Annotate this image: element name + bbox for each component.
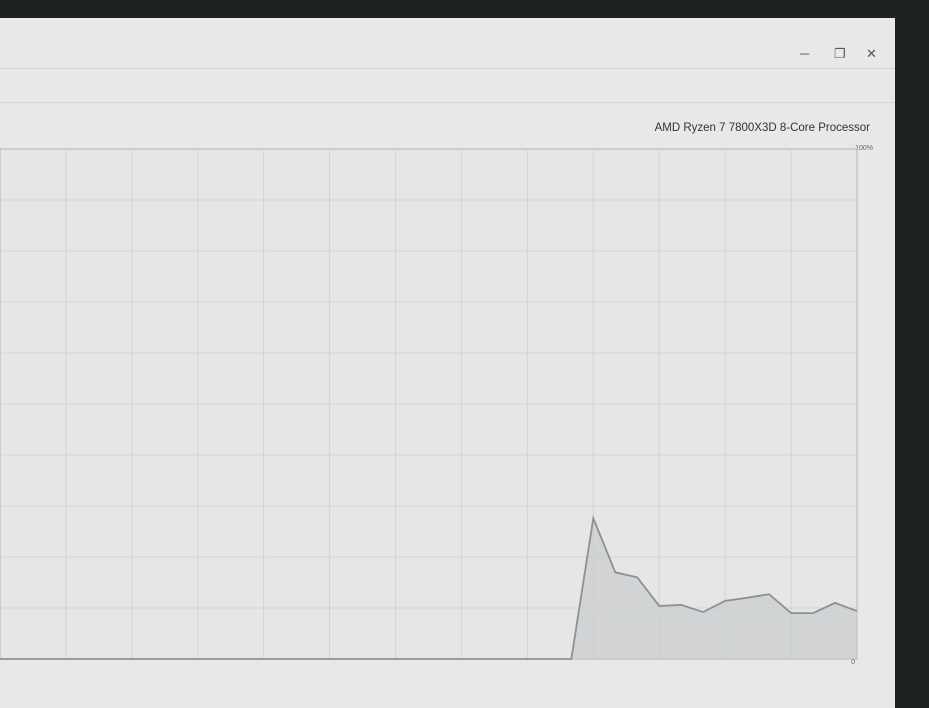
divider	[0, 102, 895, 103]
divider	[0, 68, 895, 69]
cpu-utilization-graph	[0, 148, 860, 660]
task-manager-window: ─ ❐ ✕ AMD Ryzen 7 7800X3D 8-Core Process…	[0, 18, 895, 708]
maximize-button[interactable]: ❐	[834, 46, 846, 62]
y-min-label: 0	[851, 659, 855, 666]
minimize-button[interactable]: ─	[800, 46, 809, 61]
close-button[interactable]: ✕	[866, 46, 877, 62]
processor-name: AMD Ryzen 7 7800X3D 8-Core Processor	[655, 122, 870, 134]
